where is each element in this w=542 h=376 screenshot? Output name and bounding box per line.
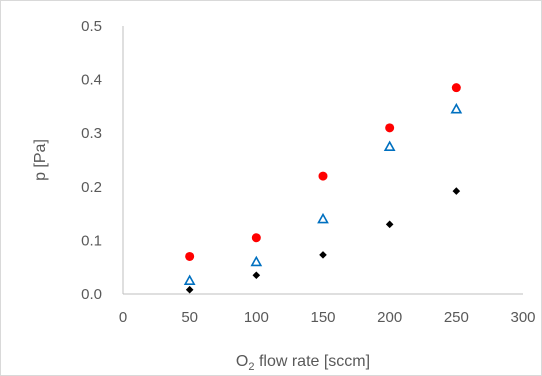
x-tick-label: 0 (119, 309, 127, 326)
x-axis-title-subscript: 2 (248, 361, 254, 373)
axes (122, 26, 523, 295)
x-axis-title: O2 flow rate [sccm] (236, 353, 370, 373)
y-tick-label: 0.3 (81, 125, 102, 142)
triangle-marker (250, 255, 263, 267)
diamond-marker (252, 271, 261, 280)
circle-marker (451, 83, 461, 93)
circle-marker (385, 123, 395, 133)
y-axis-title: p [Pa] (32, 139, 49, 181)
x-axis-title-prefix: O (236, 353, 248, 370)
series-1-triangle-open (183, 102, 463, 286)
x-tick-label: 200 (377, 309, 402, 326)
series-0-circle (185, 83, 461, 261)
series-2-diamond (185, 187, 461, 294)
diamond-marker (452, 187, 461, 195)
x-tick-label: 150 (310, 309, 335, 326)
circle-marker (251, 233, 261, 243)
y-tick-label: 0.5 (81, 18, 102, 35)
x-axis-title-suffix: flow rate [sccm] (255, 353, 371, 370)
y-tick-label: 0.4 (81, 72, 102, 89)
y-tick-label: 0.1 (81, 232, 102, 249)
y-tick-label: 0.0 (81, 286, 102, 303)
data-markers (183, 83, 463, 294)
diamond-marker (385, 220, 394, 229)
triangle-marker (317, 212, 329, 224)
diamond-marker (319, 251, 327, 259)
x-tick-label: 100 (244, 309, 269, 326)
tick-labels: 0 50 100 150 200 250 300 0.0 0.1 0.2 0.3 0.4 0.5 (81, 18, 535, 326)
circle-marker (185, 251, 195, 261)
y-tick-label: 0.2 (81, 179, 102, 196)
x-tick-label: 250 (444, 309, 469, 326)
triangle-marker (450, 102, 463, 114)
x-tick-label: 50 (181, 309, 198, 326)
triangle-marker (383, 140, 396, 151)
diamond-marker (185, 285, 194, 294)
circle-marker (318, 171, 328, 181)
x-tick-label: 300 (510, 309, 535, 326)
triangle-marker (183, 274, 196, 286)
